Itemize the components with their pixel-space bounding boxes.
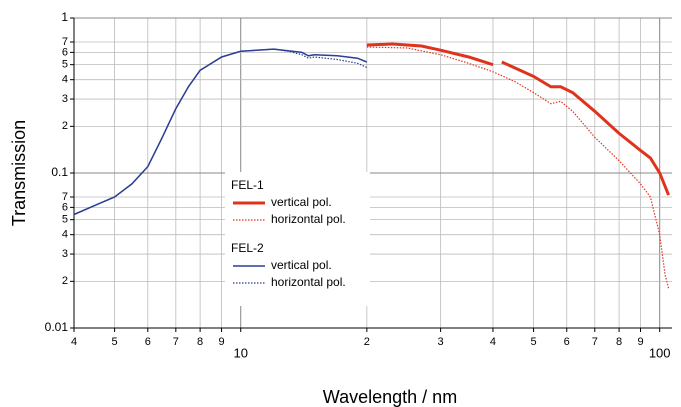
y-tick-label: 3: [62, 248, 68, 260]
y-tick-label: 7: [62, 191, 68, 203]
x-tick-label: 6: [564, 336, 570, 348]
y-tick-label: 4: [62, 229, 68, 241]
y-tick-label: 5: [62, 59, 68, 71]
x-tick-label: 5: [112, 336, 118, 348]
x-tick-label: 8: [616, 336, 622, 348]
x-tick-label: 4: [490, 336, 496, 348]
series-line: [366, 46, 670, 289]
x-tick-label: 7: [173, 336, 179, 348]
x-tick-label: 10: [233, 345, 247, 360]
x-tick-label: 6: [145, 336, 151, 348]
legend-group-title: FEL-1: [231, 178, 264, 192]
y-tick-label: 0.01: [45, 320, 69, 334]
x-tick-label: 9: [637, 336, 643, 348]
x-tick-label: 7: [592, 336, 598, 348]
y-tick-label: 6: [62, 46, 68, 58]
x-tick-label: 3: [438, 336, 444, 348]
x-tick-label: 9: [218, 336, 224, 348]
series-line: [73, 48, 368, 216]
legend-label: vertical pol.: [271, 195, 332, 209]
x-axis-label: Wavelength / nm: [323, 387, 457, 407]
y-tick-label: 2: [62, 120, 68, 132]
x-tick-label: 2: [364, 336, 370, 348]
y-tick-label: 5: [62, 214, 68, 226]
legend-group-title: FEL-2: [231, 241, 264, 255]
series-line: [366, 42, 670, 196]
x-tick-label: 5: [531, 336, 537, 348]
x-tick-label: 8: [197, 336, 203, 348]
x-tick-label: 100: [649, 345, 671, 360]
y-tick-label: 4: [62, 74, 68, 86]
y-tick-label: 1: [61, 10, 68, 24]
legend-box: [225, 172, 370, 306]
x-tick-label: 4: [71, 336, 77, 348]
legend-label: horizontal pol.: [271, 212, 346, 226]
y-tick-label: 6: [62, 201, 68, 213]
legend-label: vertical pol.: [271, 258, 332, 272]
y-tick-label: 0.1: [51, 165, 68, 179]
y-tick-label: 2: [62, 275, 68, 287]
legend-label: horizontal pol.: [271, 275, 346, 289]
y-axis-label: Transmission: [9, 120, 29, 226]
y-tick-label: 7: [62, 36, 68, 48]
y-tick-label: 3: [62, 93, 68, 105]
